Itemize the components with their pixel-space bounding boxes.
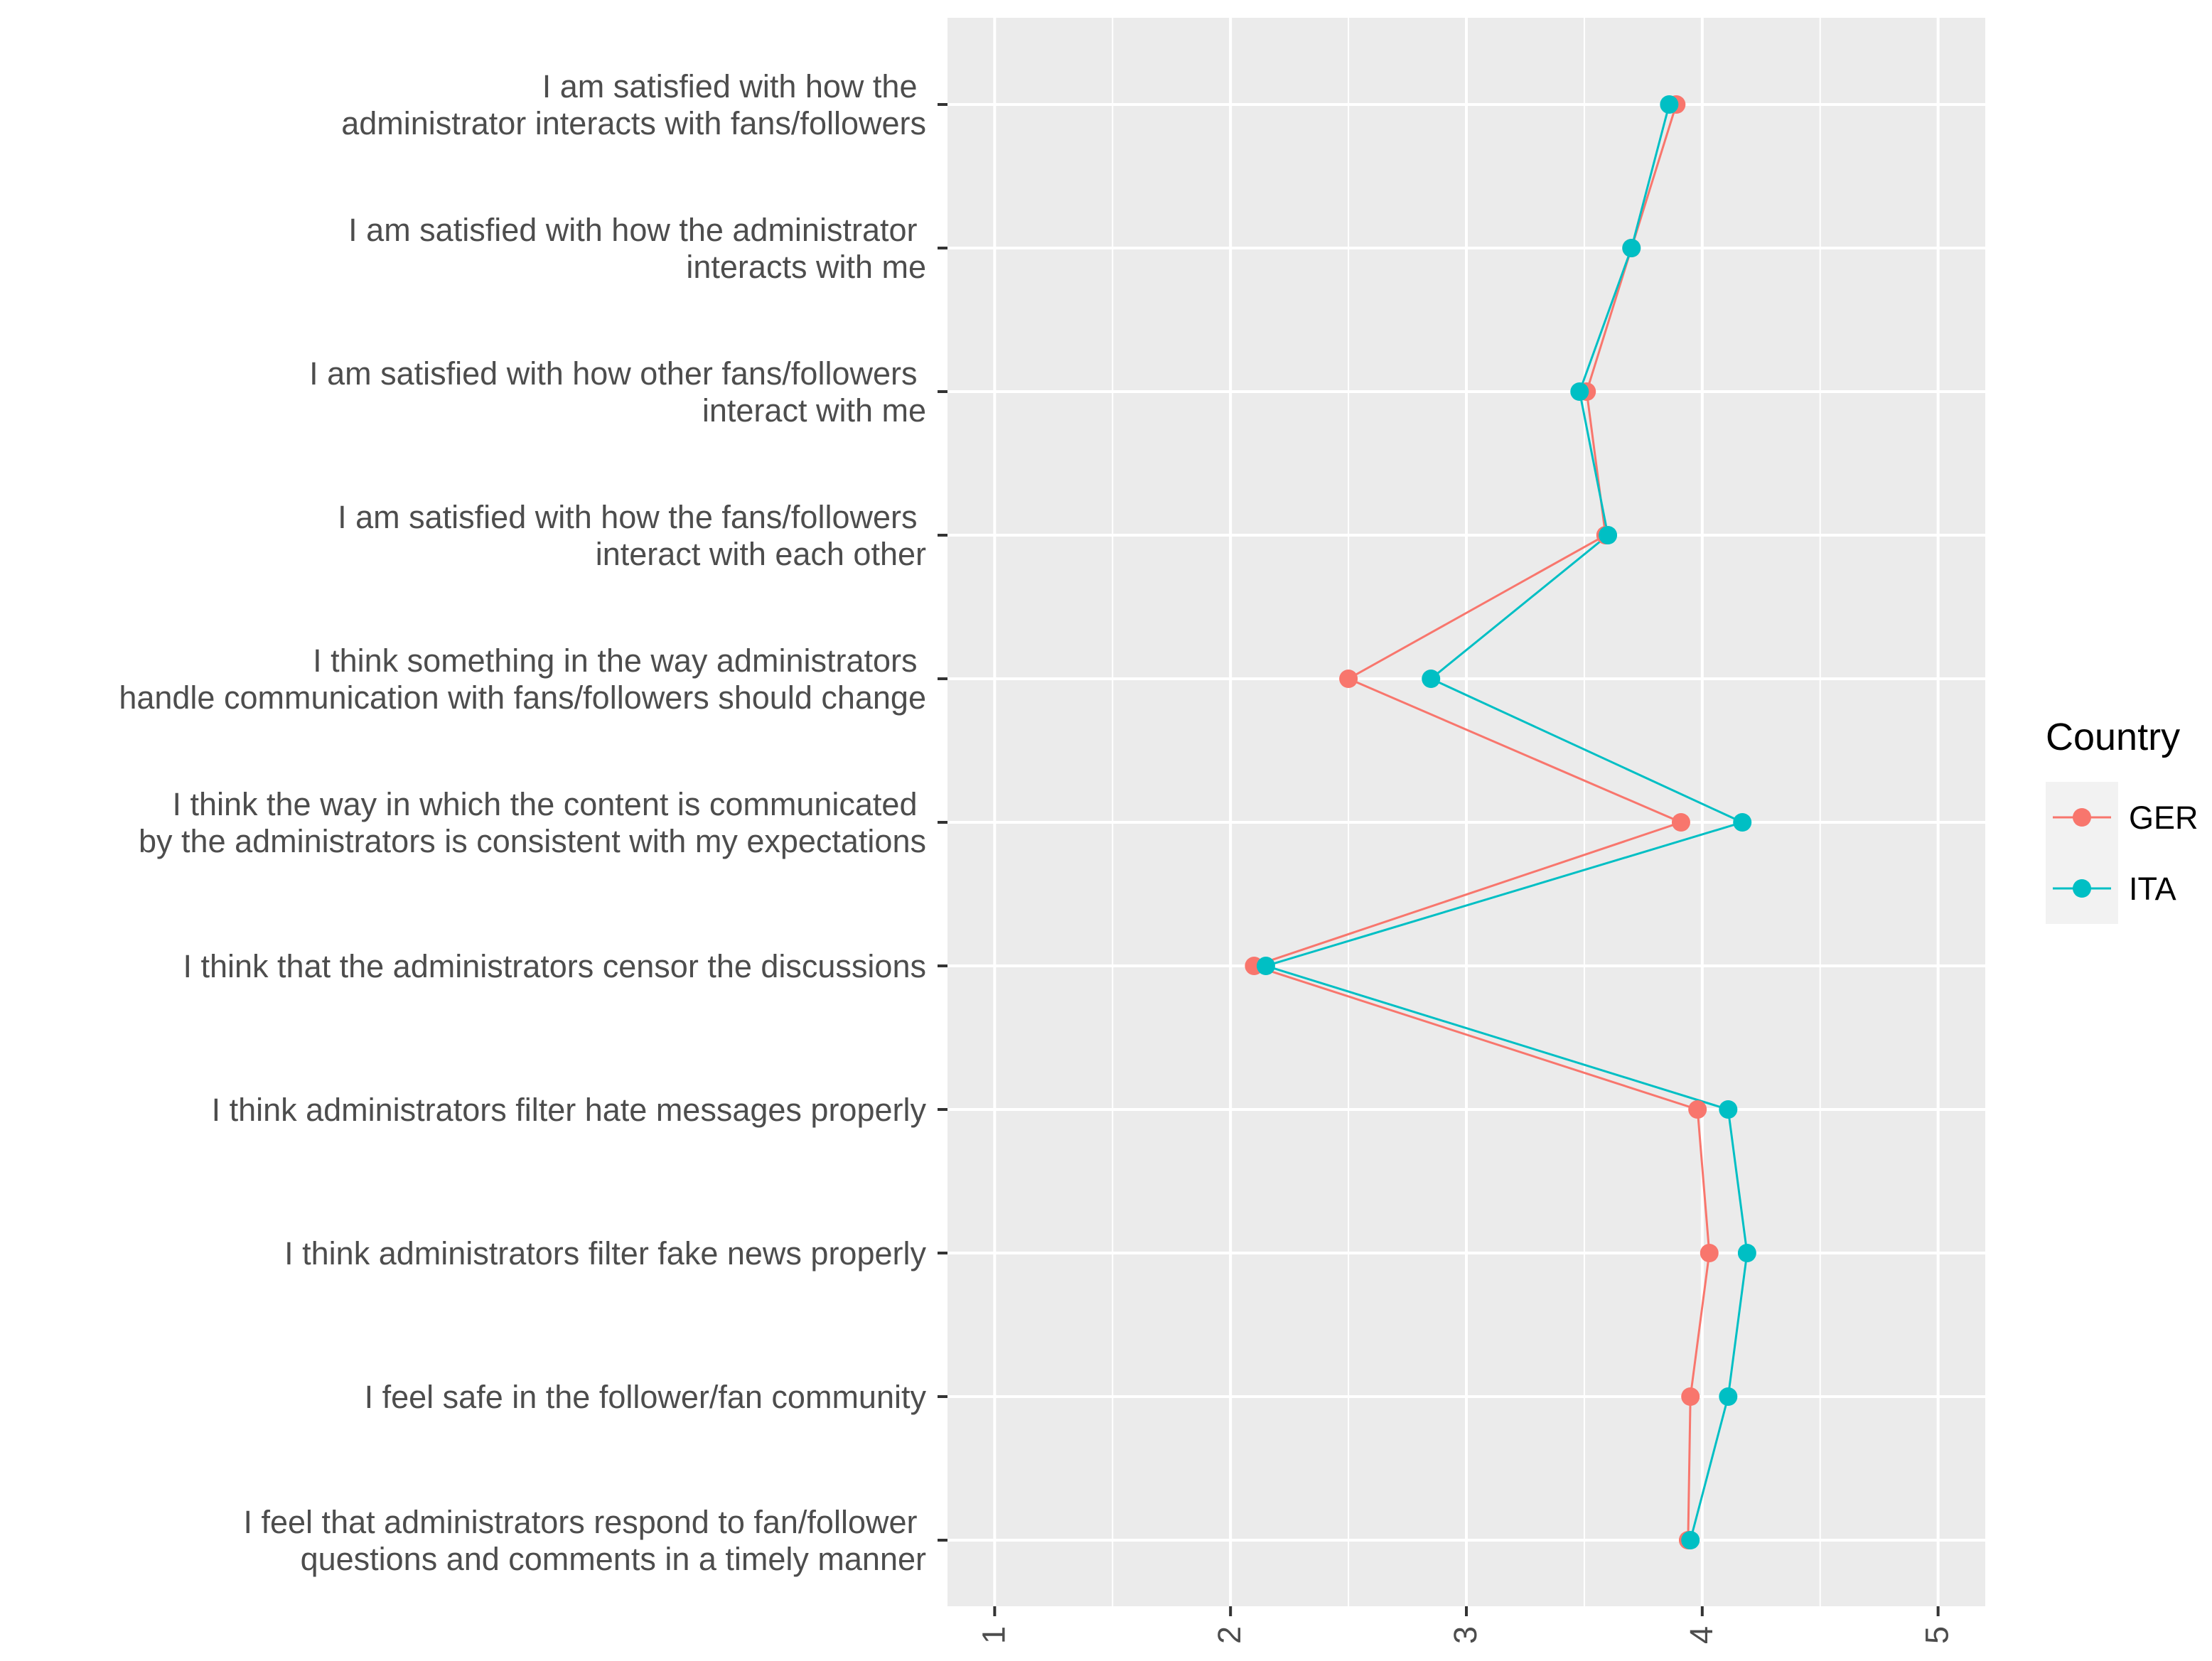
legend-label-ger: GER <box>2129 800 2198 836</box>
legend: Country GER ITA <box>2046 716 2198 924</box>
x-tick-label: 3 <box>1447 1626 1483 1644</box>
y-tick-label: I think something in the way administrat… <box>119 643 926 716</box>
legend-title: Country <box>2046 716 2180 758</box>
x-axis: 1 2 3 4 5 <box>975 1606 1955 1644</box>
legend-key-area <box>2046 782 2118 924</box>
data-point-ger <box>1681 1387 1700 1406</box>
data-point-ger <box>1671 813 1690 832</box>
y-tick-label: I think administrators filter fake news … <box>284 1235 926 1272</box>
data-point-ita <box>1622 239 1641 257</box>
data-point-ger <box>1700 1244 1719 1262</box>
y-tick-label: I am satisfied with how the fans/followe… <box>338 499 926 572</box>
data-point-ita <box>1570 382 1589 401</box>
data-point-ita <box>1719 1100 1738 1119</box>
y-tick-label: I think that the administrators censor t… <box>183 948 926 984</box>
y-tick-label: I feel safe in the follower/fan communit… <box>365 1379 927 1415</box>
y-tick-label: I am satisfied with how the administrato… <box>348 212 926 285</box>
data-point-ita <box>1660 95 1679 114</box>
data-point-ger <box>1688 1100 1707 1119</box>
legend-label-ita: ITA <box>2129 871 2176 907</box>
x-tick-label: 5 <box>1919 1626 1955 1644</box>
data-point-ita <box>1599 526 1618 544</box>
series-points <box>1245 95 1756 1549</box>
data-point-ita <box>1256 957 1275 975</box>
major-grid <box>947 18 1985 1606</box>
data-point-ger <box>1339 670 1358 688</box>
x-tick-label: 4 <box>1683 1626 1719 1644</box>
y-tick-label: I am satisfied with how the administrato… <box>341 68 926 141</box>
x-tick-label: 2 <box>1211 1626 1247 1644</box>
legend-key-point <box>2073 808 2091 827</box>
y-tick-label: I am satisfied with how other fans/follo… <box>309 355 926 429</box>
y-tick-label: I think administrators filter hate messa… <box>212 1092 927 1128</box>
minor-grid <box>1112 18 1821 1606</box>
data-point-ita <box>1422 670 1441 688</box>
data-point-ita <box>1719 1387 1738 1406</box>
y-axis: I am satisfied with how the administrato… <box>119 68 947 1577</box>
data-point-ita <box>1737 1244 1756 1262</box>
x-tick-label: 1 <box>975 1626 1011 1644</box>
data-point-ita <box>1733 813 1752 832</box>
y-tick-label: I feel that administrators respond to fa… <box>244 1504 927 1577</box>
y-tick-label: I think the way in which the content is … <box>139 786 926 859</box>
legend-key-point <box>2073 879 2091 898</box>
data-point-ita <box>1681 1531 1700 1549</box>
